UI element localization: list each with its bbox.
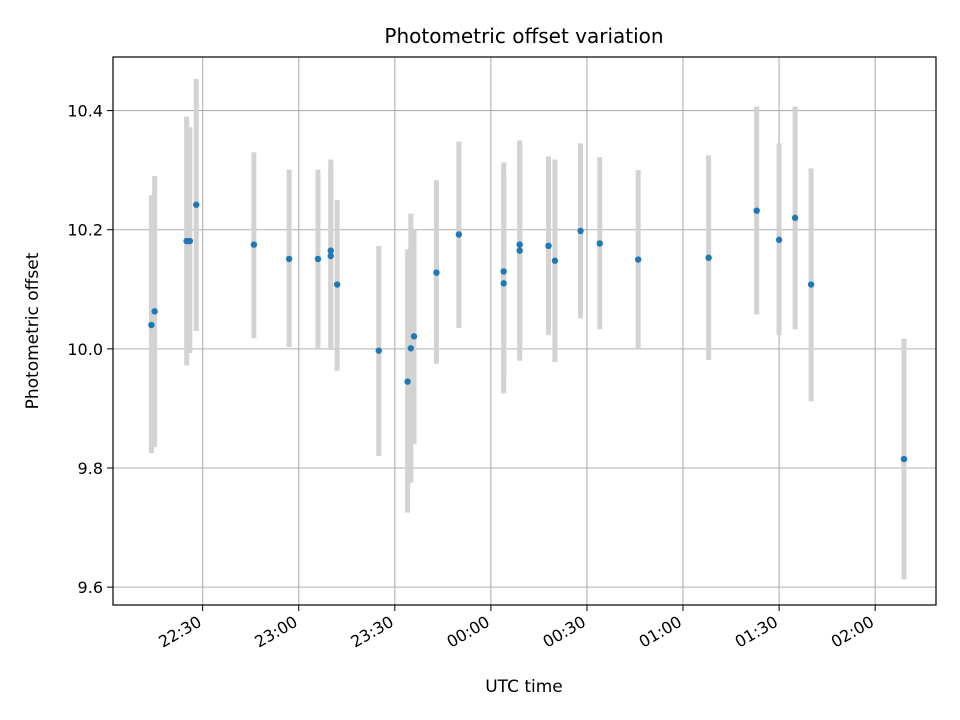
data-point: [705, 254, 712, 261]
data-point: [900, 455, 908, 463]
data-point: [807, 281, 815, 288]
data-point: [285, 255, 293, 263]
data-point: [500, 280, 507, 287]
y-axis-ticks: 9.6 9.8 10.0 10.2 10.4: [67, 102, 113, 597]
y-tick-label: 9.6: [78, 578, 103, 597]
data-points: [148, 201, 908, 463]
data-point: [327, 247, 334, 254]
data-point: [791, 214, 799, 222]
data-point: [410, 333, 418, 340]
data-point: [250, 241, 258, 248]
data-point: [407, 345, 415, 352]
data-point: [151, 308, 158, 315]
data-point: [375, 347, 382, 354]
data-point: [314, 255, 322, 263]
y-axis-label: Photometric offset: [23, 252, 43, 409]
data-point: [551, 257, 559, 264]
plot-frame: [112, 56, 937, 606]
chart-title: Photometric offset variation: [384, 24, 663, 48]
data-point: [500, 268, 507, 275]
data-point: [634, 256, 642, 263]
data-point: [753, 207, 760, 214]
data-point: [186, 237, 194, 245]
data-point: [455, 231, 463, 238]
x-axis-label: UTC time: [485, 677, 563, 697]
data-point: [193, 201, 200, 208]
data-point: [327, 252, 334, 260]
data-point: [596, 240, 603, 247]
data-point: [333, 281, 341, 288]
y-tick-label: 10.2: [67, 221, 103, 240]
grid-lines: [113, 57, 936, 605]
data-point: [404, 378, 411, 385]
data-point: [433, 269, 440, 276]
data-point: [775, 236, 783, 244]
y-tick-label: 10.0: [67, 340, 103, 359]
data-point: [545, 242, 552, 250]
data-point: [516, 247, 523, 254]
y-tick-label: 9.8: [78, 459, 103, 478]
data-point: [577, 227, 584, 235]
data-point: [148, 321, 155, 329]
data-point: [516, 241, 523, 248]
y-tick-label: 10.4: [67, 102, 103, 121]
